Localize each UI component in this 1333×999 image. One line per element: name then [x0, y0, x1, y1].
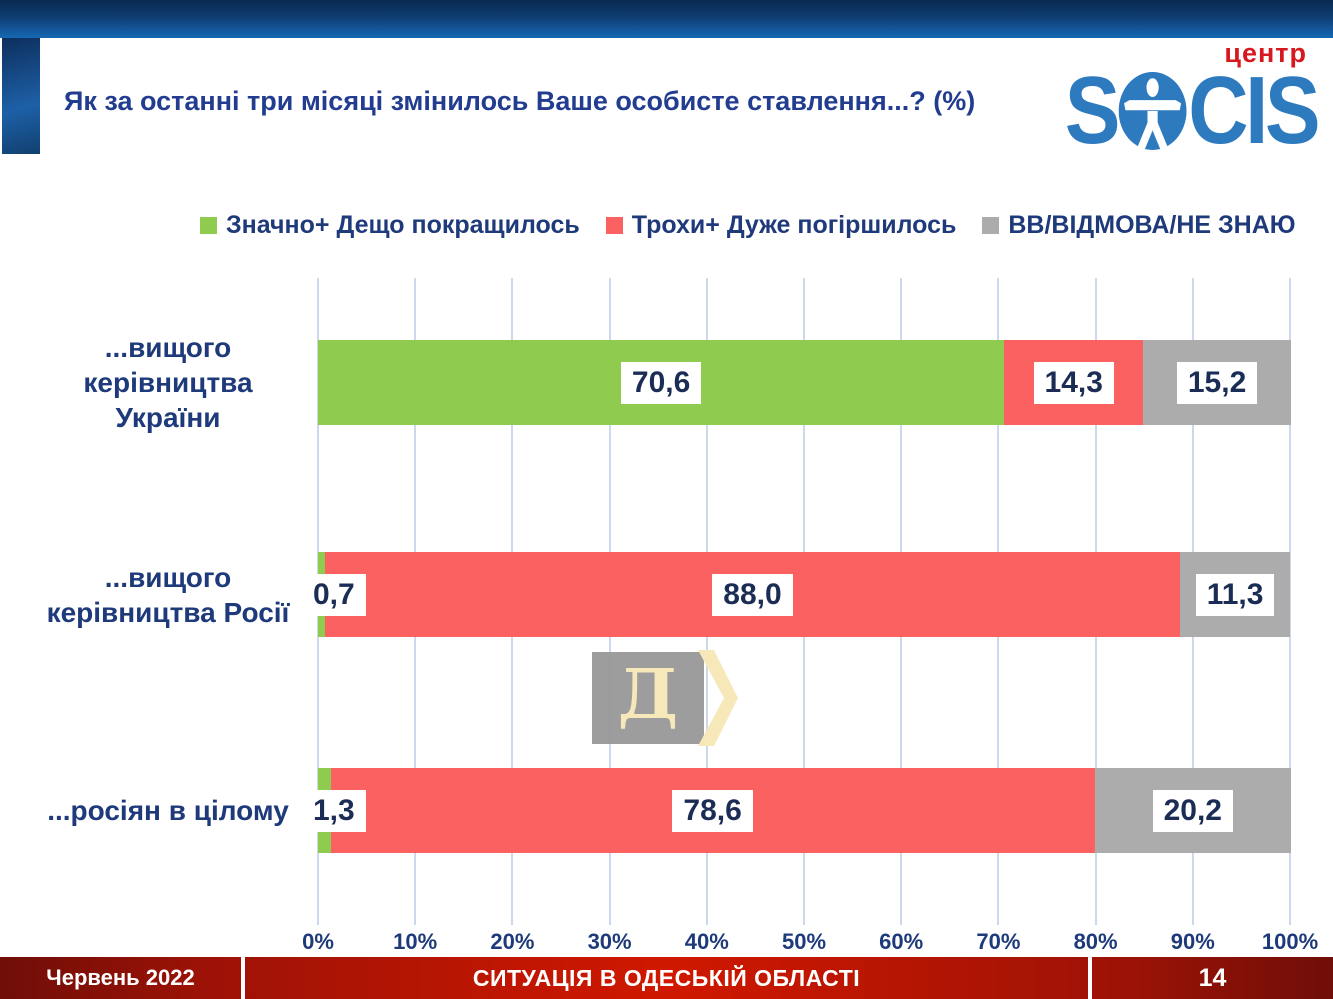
- bar-row-russians-overall: 1,3 78,6 20,2: [302, 768, 1291, 853]
- value-label: 20,2: [1152, 789, 1233, 832]
- bar-segment-worsened: 78,6: [330, 768, 1095, 853]
- value-label-outside: 1,3: [302, 789, 366, 832]
- socis-logo: центр S CIS: [1027, 38, 1321, 164]
- value-label: 78,6: [672, 789, 753, 832]
- value-label: 11,3: [1195, 573, 1275, 616]
- logo-letter-s: S: [1064, 57, 1121, 164]
- green-swatch-icon: [200, 217, 217, 234]
- gray-swatch-icon: [982, 217, 1000, 234]
- footer-bar: Червень 2022 СИТУАЦІЯ В ОДЕСЬКІЙ ОБЛАСТІ…: [0, 957, 1333, 999]
- footer-date: Червень 2022: [46, 965, 195, 990]
- footer-title: СИТУАЦІЯ В ОДЕСЬКІЙ ОБЛАСТІ: [472, 964, 861, 991]
- bar-row-russia-leadership: 0,7 88,0 11,3: [302, 552, 1290, 637]
- x-tick: 40%: [684, 929, 729, 954]
- watermark: Д: [592, 650, 742, 746]
- x-tick: 100%: [1261, 929, 1319, 954]
- legend-item-no-answer: ВВ/ВІДМОВА/НЕ ЗНАЮ: [982, 211, 1296, 240]
- x-tick: 30%: [587, 929, 632, 954]
- x-tick: 0%: [302, 929, 334, 954]
- x-tick: 10%: [393, 929, 438, 954]
- x-tick: 60%: [879, 929, 924, 954]
- legend-label: Значно+ Дещо покращилось: [226, 211, 580, 239]
- bar-segment-no-answer: 20,2: [1094, 768, 1291, 853]
- category-label-russia-leadership: ...вищого керівництва Росії: [46, 561, 290, 628]
- bar-segment-improved: 70,6: [318, 340, 1005, 425]
- x-tick: 80%: [1073, 929, 1118, 954]
- x-tick: 70%: [976, 929, 1021, 954]
- x-tick: 90%: [1170, 929, 1215, 954]
- page-title: Як за останні три місяці змінилось Ваше …: [64, 86, 976, 116]
- value-label: 15,2: [1176, 361, 1258, 404]
- category-label-ukraine-leadership: ...вищого керівництва України: [83, 332, 253, 433]
- watermark-letter: Д: [617, 655, 679, 735]
- plot-area: 70,6 14,3 15,2 0,7 88,0 11,3 1,3: [302, 278, 1291, 925]
- value-label: 88,0: [712, 573, 793, 616]
- vitruvian-man-icon: [1118, 72, 1187, 151]
- value-label-outside: 0,7: [302, 573, 366, 616]
- footer-divider: [1088, 957, 1092, 999]
- page-number: 14: [1198, 963, 1227, 992]
- chevron-right-icon: [698, 650, 738, 746]
- x-axis: 0% 10% 20% 30% 40% 50% 60% 70% 80% 90% 1…: [302, 929, 1318, 957]
- logo-letters-cis: CIS: [1188, 57, 1320, 164]
- red-swatch-icon: [605, 217, 623, 234]
- bar-segment-worsened: 88,0: [324, 552, 1181, 637]
- logo-tagline: центр: [1224, 38, 1307, 68]
- category-label-russians-overall: ...росіян в цілому: [47, 795, 289, 826]
- top-banner: [0, 0, 1333, 38]
- legend-item-improved: Значно+ Дещо покращилось: [200, 211, 580, 240]
- footer-divider: [241, 957, 245, 999]
- bar-row-ukraine-leadership: 70,6 14,3 15,2: [318, 340, 1291, 425]
- chart-legend: Значно+ Дещо покращилось Трохи+ Дуже пог…: [200, 211, 1296, 240]
- left-accent-block: [2, 38, 40, 154]
- value-label: 14,3: [1033, 361, 1114, 404]
- bar-segment-no-answer: 11,3: [1180, 552, 1290, 637]
- logo-wordmark: S CIS: [1064, 57, 1321, 164]
- legend-label: Трохи+ Дуже погіршилось: [631, 211, 957, 239]
- watermark-box: Д: [592, 652, 704, 744]
- legend-label: ВВ/ВІДМОВА/НЕ ЗНАЮ: [1008, 211, 1296, 239]
- bar-segment-worsened: 14,3: [1004, 340, 1144, 425]
- x-tick: 50%: [781, 929, 827, 954]
- bar-segment-no-answer: 15,2: [1143, 340, 1291, 425]
- x-tick: 20%: [490, 929, 535, 954]
- value-label: 70,6: [620, 361, 702, 404]
- gridline: [1289, 278, 1291, 925]
- legend-item-worsened: Трохи+ Дуже погіршилось: [605, 211, 957, 240]
